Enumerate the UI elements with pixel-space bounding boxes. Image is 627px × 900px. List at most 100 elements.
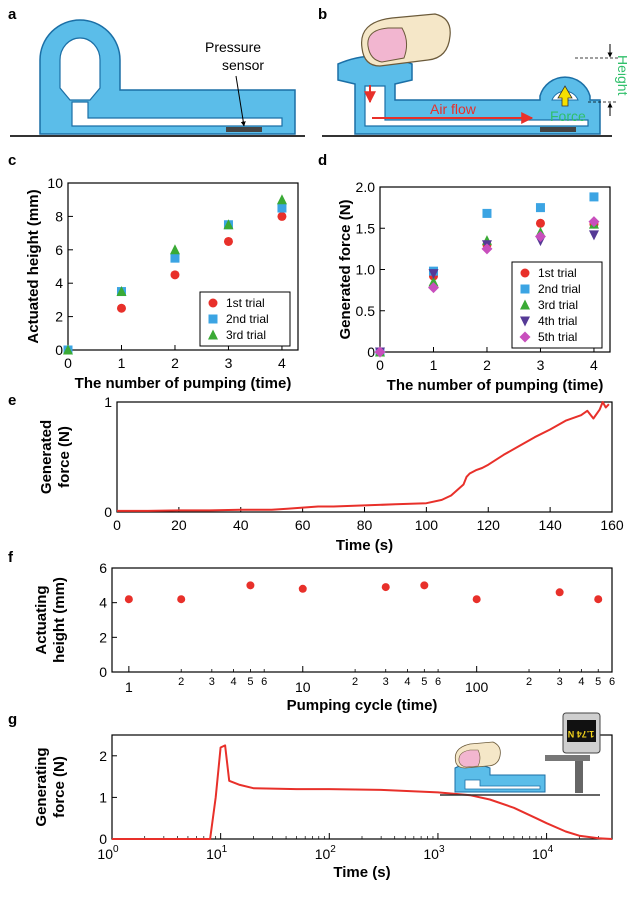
xtick-label-c: 0 — [64, 355, 72, 371]
data-point-f-s1 — [420, 581, 429, 590]
xtick-minor-label-f: 5 — [595, 676, 601, 688]
xtick-label-c: 1 — [118, 355, 126, 371]
xtick-label-e: 40 — [233, 517, 249, 533]
xtick-label-d: 4 — [590, 357, 598, 373]
ylabel-f-2: height (mm) — [51, 577, 68, 663]
xtick-label-f: 10 — [295, 679, 311, 695]
data-point-d-s3 — [428, 276, 439, 287]
xtick-label-c: 4 — [278, 355, 286, 371]
xtick-label-g: 104 — [532, 844, 554, 862]
chart-f-height-vs-cycle: 0 2 4 6 Pumping cycle (time) Actuating height … — [33, 560, 615, 714]
pressure-sensor-pointer — [235, 75, 246, 127]
xtick-label-g: 101 — [206, 844, 228, 862]
xtick-minor-label-f: 2 — [352, 676, 358, 688]
pressure-sensor-icon — [226, 127, 262, 132]
ytick-label-f: 6 — [99, 560, 107, 576]
force-gauge-readout: 1.74 N — [568, 729, 595, 739]
xtick-minor-label-f: 4 — [404, 676, 410, 688]
legend-marker-c-1 — [208, 298, 218, 308]
ytick-label-c: 10 — [47, 175, 63, 191]
ytick-label-e: 1 — [104, 394, 112, 410]
xtick-exponent-g: 4 — [548, 844, 554, 855]
diagram-a: Pressure sensor — [10, 19, 305, 137]
ylabel-g-2: force (N) — [51, 756, 68, 818]
ylabel-f-1: Actuating — [33, 585, 50, 654]
ytick-label-g: 2 — [99, 748, 107, 764]
data-point-d-s4 — [428, 269, 439, 280]
data-point-c-s2 — [277, 203, 287, 213]
legend-marker-d-1 — [520, 268, 530, 278]
panel-letter-a: a — [8, 6, 17, 23]
xtick-label-e: 120 — [477, 517, 501, 533]
ytick-label-c: 6 — [55, 242, 63, 258]
xtick-label-d: 0 — [376, 357, 384, 373]
legend-label-d-3: 3rd trial — [538, 298, 578, 312]
data-point-f-s1 — [298, 584, 307, 593]
data-point-c-s3 — [276, 194, 287, 205]
data-point-c-s1 — [116, 303, 126, 313]
xtick-minor-label-f: 3 — [557, 676, 563, 688]
legend-label-d-4: 4th trial — [538, 314, 577, 328]
ytick-label-d: 2.0 — [356, 179, 376, 195]
xtick-label-e: 80 — [357, 517, 373, 533]
diagram-b: Air flow Force Height — [322, 13, 627, 137]
xtick-label-e: 140 — [538, 517, 562, 533]
force-arrow-icon — [557, 85, 573, 107]
xtick-exponent-g: 0 — [113, 844, 119, 855]
xtick-minor-label-f: 3 — [383, 676, 389, 688]
xtick-minor-label-f: 4 — [230, 676, 236, 688]
ylabel-d: Generated force (N) — [337, 199, 354, 339]
data-point-d-s5 — [588, 216, 600, 228]
xtick-label-e: 0 — [113, 517, 121, 533]
xtick-minor-label-f: 6 — [261, 676, 267, 688]
height-label: Height — [615, 55, 627, 96]
ytick-label-f: 2 — [99, 629, 107, 645]
xtick-label-c: 2 — [171, 355, 179, 371]
legend-label-d-5: 5th trial — [538, 330, 577, 344]
data-point-c-s3 — [169, 244, 180, 255]
series-line-e-1 — [117, 401, 610, 512]
ytick-label-c: 8 — [55, 208, 63, 224]
plot-frame-f — [111, 567, 613, 673]
data-point-f-s1 — [381, 583, 390, 592]
legend-label-c-1: 1st trial — [226, 296, 265, 310]
xtick-label-g: 102 — [315, 844, 337, 862]
airflow-label: Air flow — [430, 101, 477, 117]
legend-marker-d-5 — [519, 331, 531, 343]
xtick-minor-label-f: 2 — [526, 676, 532, 688]
data-point-d-s2 — [535, 203, 545, 213]
xtick-minor-label-f: 6 — [609, 676, 615, 688]
data-point-d-s4 — [588, 230, 599, 241]
legend-marker-d-2 — [520, 284, 530, 294]
data-point-f-s1 — [555, 588, 564, 597]
data-point-d-s5 — [374, 346, 386, 358]
panel-letter-f: f — [8, 549, 14, 566]
panel-letter-d: d — [318, 152, 327, 169]
xtick-label-d: 3 — [537, 357, 545, 373]
xtick-label-e: 20 — [171, 517, 187, 533]
ylabel-c: Actuated height (mm) — [25, 189, 42, 343]
ytick-label-d: 0.5 — [356, 303, 376, 319]
xtick-label-g: 103 — [423, 844, 445, 862]
data-point-d-s2 — [589, 192, 599, 202]
force-gauge-arm — [545, 755, 590, 761]
data-point-c-s1 — [223, 236, 233, 246]
legend-label-c-2: 2nd trial — [226, 312, 269, 326]
ylabel-e-1: Generated — [38, 420, 55, 494]
data-point-c-s3 — [223, 219, 234, 230]
data-point-c-s3 — [116, 286, 127, 297]
panel-letter-b: b — [318, 6, 327, 23]
xtick-label-g: 100 — [97, 844, 119, 862]
air-channel-b — [364, 85, 589, 127]
series-line-g-1 — [112, 744, 613, 840]
xtick-minor-label-f: 3 — [209, 676, 215, 688]
ytick-label-d: 1.0 — [356, 262, 376, 278]
ytick-label-c: 0 — [55, 342, 63, 358]
ytick-label-c: 4 — [55, 275, 63, 291]
chart-e-force-vs-time: 0 1 Time (s) Generated force (N) 0 20 40 60 80 100… — [38, 394, 624, 554]
xlabel-e: Time (s) — [336, 537, 393, 554]
ytick-label-c: 2 — [55, 309, 63, 325]
pressure-sensor-icon-b — [540, 127, 576, 132]
